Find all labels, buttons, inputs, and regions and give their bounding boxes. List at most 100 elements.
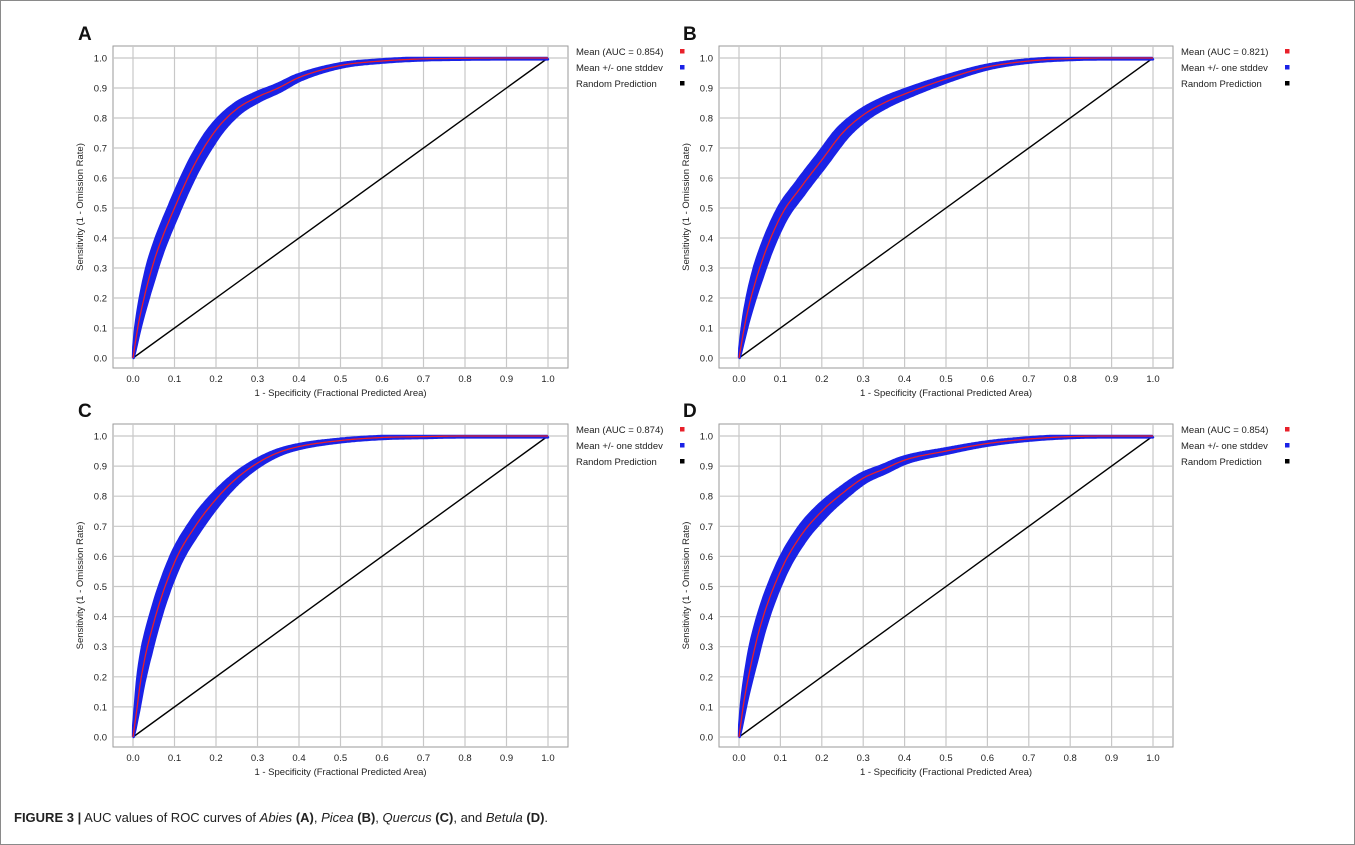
- y-tick-label: 0.9: [700, 462, 713, 473]
- legend-swatch: [680, 81, 685, 86]
- random-prediction-line: [738, 435, 1154, 738]
- caption-genus: Abies: [259, 810, 293, 825]
- y-tick-label: 0.7: [94, 144, 107, 155]
- x-tick-label: 0.6: [981, 374, 994, 385]
- y-tick-label: 0.6: [700, 174, 713, 185]
- y-tick-label: 1.0: [94, 432, 107, 443]
- x-tick-label: 0.5: [939, 753, 952, 764]
- legend-label: Mean (AUC = 0.854): [1181, 425, 1268, 436]
- y-tick-label: 0.0: [94, 733, 107, 744]
- y-axis-title: Sensitivity (1 - Omission Rate): [75, 143, 86, 271]
- x-tick-label: 0.4: [292, 374, 305, 385]
- y-tick-label: 0.0: [700, 354, 713, 365]
- stddev-band: [131, 434, 550, 739]
- y-tick-label: 0.1: [700, 702, 713, 713]
- x-tick-label: 0.0: [126, 374, 139, 385]
- legend-swatch: [1285, 459, 1290, 464]
- x-tick-label: 0.7: [1022, 374, 1035, 385]
- x-tick-label: 0.6: [375, 753, 388, 764]
- legend-swatch: [680, 443, 685, 448]
- roc-figure: A 0.0 0.1 0.2 0.3 0.4 0.5 0.6 0.7 0.8 0.9 1.0 0.0 0.1…: [75, 24, 1290, 778]
- x-tick-label: 0.7: [417, 753, 430, 764]
- legend-label: Random Prediction: [1181, 457, 1262, 468]
- y-tick-label: 0.4: [94, 234, 107, 245]
- y-tick-label: 0.1: [94, 324, 107, 335]
- y-tick-label: 0.2: [94, 672, 107, 683]
- caption-panel-code: (B): [357, 810, 376, 825]
- legend-label: Mean +/- one stddev: [1181, 441, 1268, 452]
- x-tick-label: 0.9: [500, 374, 513, 385]
- x-tick-label: 0.5: [334, 753, 347, 764]
- y-tick-label: 0.1: [700, 324, 713, 335]
- x-tick-label: 0.1: [774, 753, 787, 764]
- caption-segment: ,: [313, 810, 322, 825]
- y-tick-label: 0.5: [700, 204, 713, 215]
- y-tick-label: 0.4: [700, 612, 713, 623]
- caption-genus: Quercus: [382, 810, 432, 825]
- caption-genus: Betula: [485, 810, 523, 825]
- x-tick-label: 0.1: [168, 374, 181, 385]
- x-tick-label: 0.5: [334, 374, 347, 385]
- x-tick-label: 0.0: [126, 753, 139, 764]
- roc-panel-b: B 0.0 0.1 0.2 0.3 0.4 0.5 0.6 0.7 0.8 0.9 1.0 0.0 0.1…: [681, 24, 1290, 399]
- y-tick-label: 0.4: [700, 234, 713, 245]
- mean-roc-curve: [132, 57, 548, 359]
- y-tick-label: 0.3: [700, 264, 713, 275]
- y-tick-label: 0.2: [700, 672, 713, 683]
- caption-text: AUC values of ROC curves of Abies (A), P…: [81, 810, 548, 825]
- legend-swatch: [680, 65, 685, 70]
- y-tick-label: 0.1: [94, 702, 107, 713]
- x-tick-label: 0.8: [1064, 374, 1077, 385]
- random-prediction-line: [738, 57, 1154, 359]
- caption-panel-code: (D): [526, 810, 545, 825]
- y-tick-label: 0.3: [700, 642, 713, 653]
- legend-label: Mean +/- one stddev: [576, 441, 663, 452]
- y-tick-label: 1.0: [700, 432, 713, 443]
- y-axis-title: Sensitivity (1 - Omission Rate): [681, 143, 692, 271]
- x-tick-label: 0.2: [209, 753, 222, 764]
- y-tick-label: 0.0: [94, 354, 107, 365]
- x-tick-label: 0.6: [981, 753, 994, 764]
- x-tick-label: 0.1: [168, 753, 181, 764]
- x-tick-label: 0.7: [1022, 753, 1035, 764]
- x-tick-label: 0.8: [458, 374, 471, 385]
- random-prediction-line: [132, 57, 549, 359]
- mean-roc-curve: [738, 57, 1153, 359]
- y-tick-label: 0.8: [94, 114, 107, 125]
- x-tick-label: 0.7: [417, 374, 430, 385]
- x-axis-title: 1 - Specificity (Fractional Predicted Ar…: [860, 767, 1032, 778]
- y-tick-label: 1.0: [94, 54, 107, 65]
- y-tick-label: 0.8: [700, 114, 713, 125]
- legend-swatch: [1285, 49, 1290, 54]
- caption-panel-code: (A): [295, 810, 314, 825]
- legend-label: Mean (AUC = 0.874): [576, 425, 663, 436]
- panel-letter: C: [78, 401, 92, 422]
- x-tick-label: 0.1: [774, 374, 787, 385]
- x-tick-label: 0.9: [1105, 374, 1118, 385]
- legend-swatch: [680, 459, 685, 464]
- y-tick-label: 0.2: [94, 294, 107, 305]
- x-tick-label: 0.0: [732, 374, 745, 385]
- caption-segment: ,: [375, 810, 383, 825]
- x-tick-label: 0.3: [857, 374, 870, 385]
- x-tick-label: 0.8: [458, 753, 471, 764]
- x-tick-label: 0.4: [898, 374, 911, 385]
- x-tick-label: 1.0: [541, 374, 554, 385]
- y-tick-label: 0.2: [700, 294, 713, 305]
- figure-caption: FIGURE 3 | AUC values of ROC curves of A…: [14, 810, 548, 825]
- caption-segment: AUC values of ROC curves of: [81, 810, 260, 825]
- panel-letter: B: [683, 24, 697, 45]
- legend-label: Random Prediction: [576, 79, 657, 90]
- x-tick-label: 0.0: [732, 753, 745, 764]
- x-tick-label: 0.4: [898, 753, 911, 764]
- x-tick-label: 0.3: [251, 753, 264, 764]
- legend-swatch: [1285, 427, 1290, 432]
- mean-roc-curve: [132, 435, 548, 738]
- y-tick-label: 0.6: [94, 174, 107, 185]
- x-tick-label: 0.2: [815, 753, 828, 764]
- stddev-band: [131, 56, 550, 360]
- x-tick-label: 0.8: [1064, 753, 1077, 764]
- legend-swatch: [1285, 65, 1290, 70]
- legend-swatch: [680, 49, 685, 54]
- y-tick-label: 0.7: [700, 522, 713, 533]
